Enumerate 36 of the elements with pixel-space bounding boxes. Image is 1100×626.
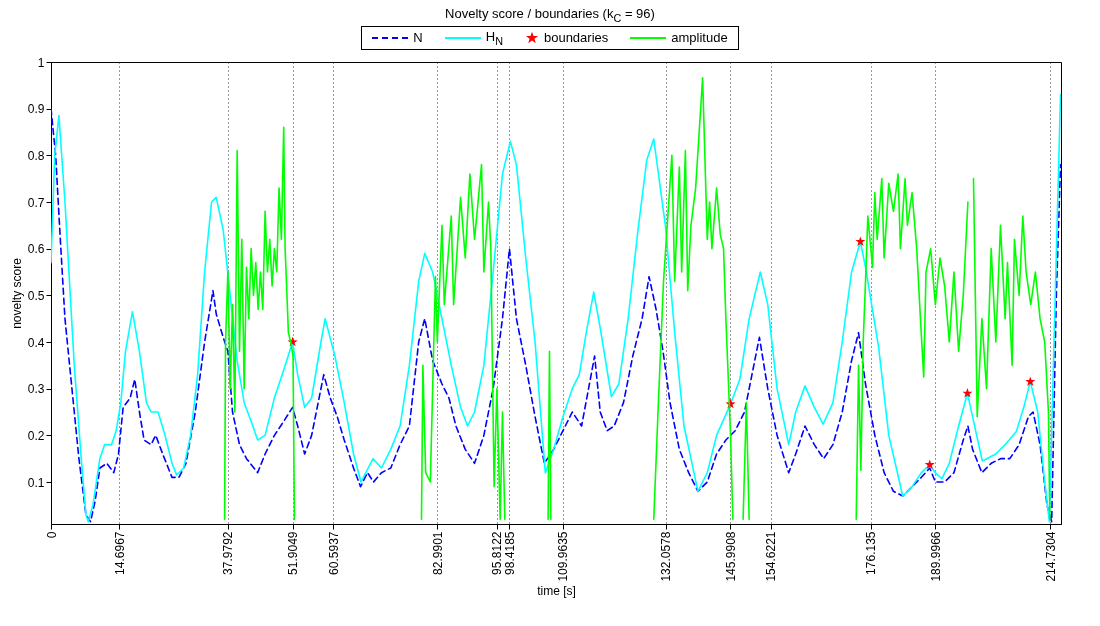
legend-label: amplitude <box>671 30 728 46</box>
point <box>855 236 866 246</box>
x-tick-label: 214.7304 <box>1043 530 1058 582</box>
y-tick-label: 0.9 <box>27 101 45 116</box>
y-tick-label: 0.4 <box>27 335 45 350</box>
point <box>962 387 973 398</box>
x-tick-label: 132.0578 <box>659 530 674 582</box>
x-tick-label: 14.6967 <box>112 530 127 575</box>
chart-title: Novelty score / boundaries (k$_{C}$ = 96) <box>444 5 656 24</box>
y-axis-title: novelty score <box>9 257 24 329</box>
y-tick-label: 0.5 <box>27 288 45 303</box>
x-tick-label: 60.5937 <box>326 530 341 575</box>
y-tick-label: 0.8 <box>27 148 45 163</box>
x-tick-label: 98.4185 <box>502 530 517 575</box>
x-tick-label: 37.9792 <box>221 530 236 575</box>
x-tick-label: 82.9901 <box>430 530 445 575</box>
x-tick-label: 176.135 <box>864 530 879 575</box>
legend-label: N <box>413 30 423 46</box>
x-tick-label: 51.9049 <box>286 530 301 575</box>
x-tick-label: 145.9908 <box>724 530 738 582</box>
x-tick-label: 154.6221 <box>764 530 779 582</box>
x-tick-label: 0 <box>44 530 59 538</box>
x-tick-label: 95.8122 <box>490 530 505 575</box>
point <box>924 459 935 469</box>
y-tick-label: 0.3 <box>27 381 45 396</box>
y-tick-label: 0.7 <box>27 195 45 210</box>
legend-label: boundaries <box>543 30 609 46</box>
x-axis-title: time [s] <box>537 583 576 598</box>
x-tick-label: 109.9635 <box>556 530 571 582</box>
y-tick-label: 0.6 <box>27 241 45 256</box>
x-tick-label: 189.9966 <box>928 530 943 582</box>
y-tick-label: 1 <box>37 55 45 70</box>
y-tick-label: 0.1 <box>27 475 45 490</box>
point <box>1025 376 1036 386</box>
legend-label: H$_{N}$ <box>485 29 503 47</box>
y-tick-label: 0.2 <box>27 428 45 443</box>
